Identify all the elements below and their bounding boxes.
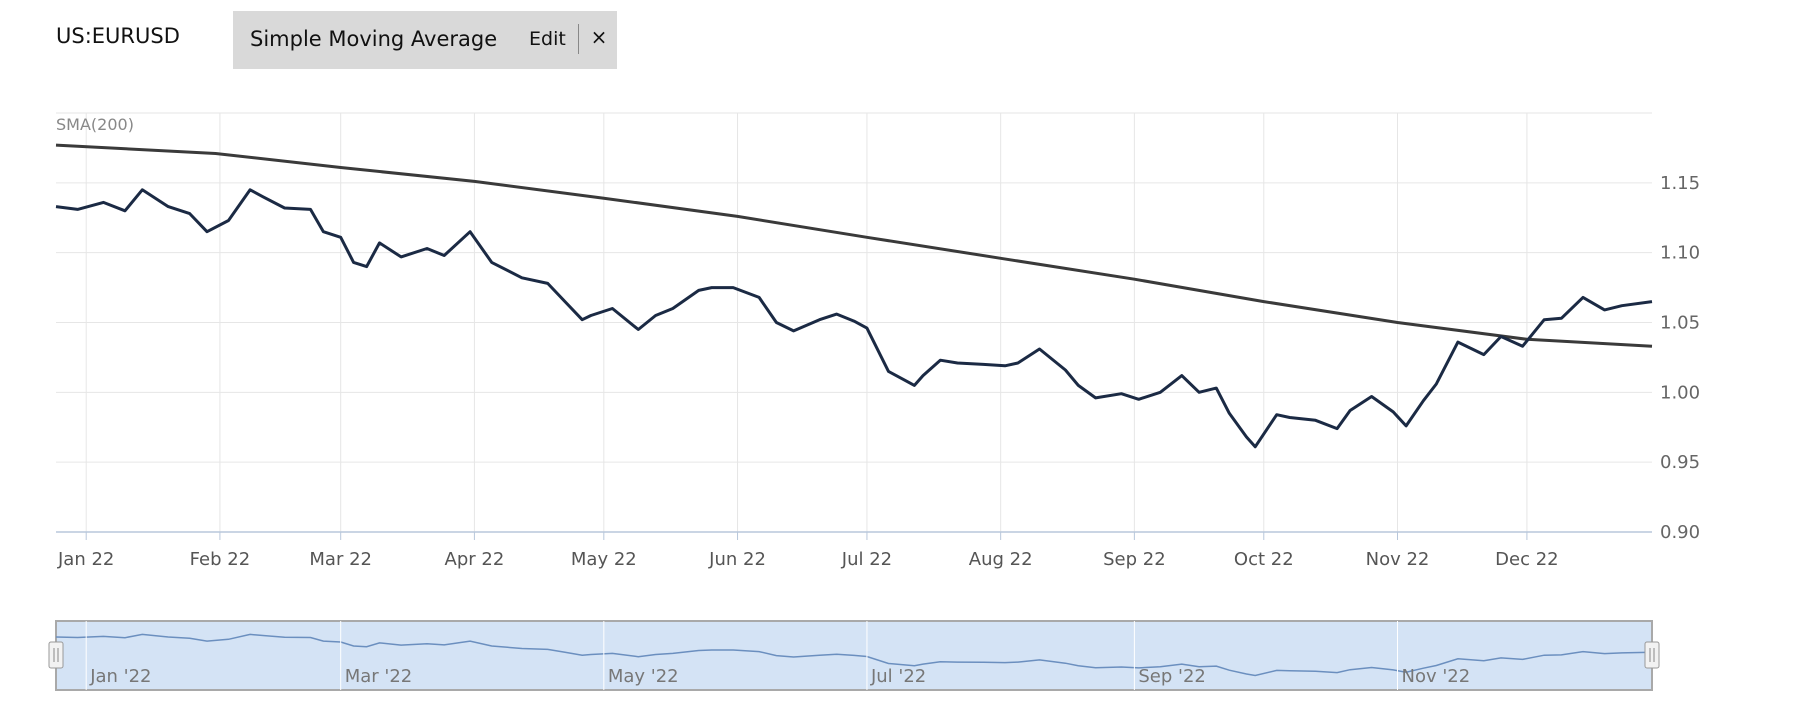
x-tick-label: Jan 22 bbox=[57, 549, 114, 570]
indicator-label: Simple Moving Average bbox=[250, 27, 498, 51]
x-tick-label: Feb 22 bbox=[190, 549, 251, 570]
navigator-tick-label: Mar '22 bbox=[345, 666, 413, 687]
x-tick-label: Jun 22 bbox=[708, 549, 766, 570]
y-tick-label: 0.90 bbox=[1660, 522, 1700, 543]
y-tick-label: 1.15 bbox=[1660, 173, 1700, 194]
navigator-tick-label: Sep '22 bbox=[1138, 666, 1206, 687]
navigator-tick-label: May '22 bbox=[608, 666, 679, 687]
navigator[interactable]: Jan '22 Mar '22 May '22 Jul '22 Sep '22 Nov '… bbox=[48, 620, 1660, 691]
navigator-tick-label: Jan '22 bbox=[89, 666, 151, 687]
price-line bbox=[55, 188, 1653, 449]
indicator-chip: Simple Moving Average Edit × bbox=[233, 11, 617, 69]
remove-indicator-button[interactable]: × bbox=[590, 25, 608, 49]
x-tick-label: Oct 22 bbox=[1234, 549, 1294, 570]
y-tick-label: 0.95 bbox=[1660, 452, 1700, 473]
edit-indicator-button[interactable]: Edit bbox=[529, 28, 566, 50]
navigator-tick-label: Jul '22 bbox=[870, 666, 926, 687]
sma-line bbox=[55, 143, 1653, 348]
x-tick-label: Nov 22 bbox=[1366, 549, 1430, 570]
y-tick-label: 1.10 bbox=[1660, 243, 1700, 264]
y-tick-label: 1.00 bbox=[1660, 382, 1700, 403]
x-tick-label: May 22 bbox=[571, 549, 637, 570]
handle-body[interactable] bbox=[48, 641, 64, 669]
indicator-tag: SMA(200) bbox=[56, 115, 134, 134]
navigator-left-handle[interactable] bbox=[48, 641, 64, 669]
x-tick-label: Mar 22 bbox=[309, 549, 372, 570]
handle-body[interactable] bbox=[1644, 641, 1660, 669]
x-tick-label: Jul 22 bbox=[841, 549, 892, 570]
x-tick-label: Aug 22 bbox=[969, 549, 1033, 570]
x-tick-label: Dec 22 bbox=[1495, 549, 1558, 570]
navigator-right-handle[interactable] bbox=[1644, 641, 1660, 669]
symbol-title: US:EURUSD bbox=[56, 24, 180, 48]
separator bbox=[578, 24, 579, 54]
y-tick-label: 1.05 bbox=[1660, 313, 1700, 334]
x-tick-label: Sep 22 bbox=[1103, 549, 1166, 570]
navigator-tick-label: Nov '22 bbox=[1402, 666, 1471, 687]
x-tick-label: Apr 22 bbox=[445, 549, 505, 570]
